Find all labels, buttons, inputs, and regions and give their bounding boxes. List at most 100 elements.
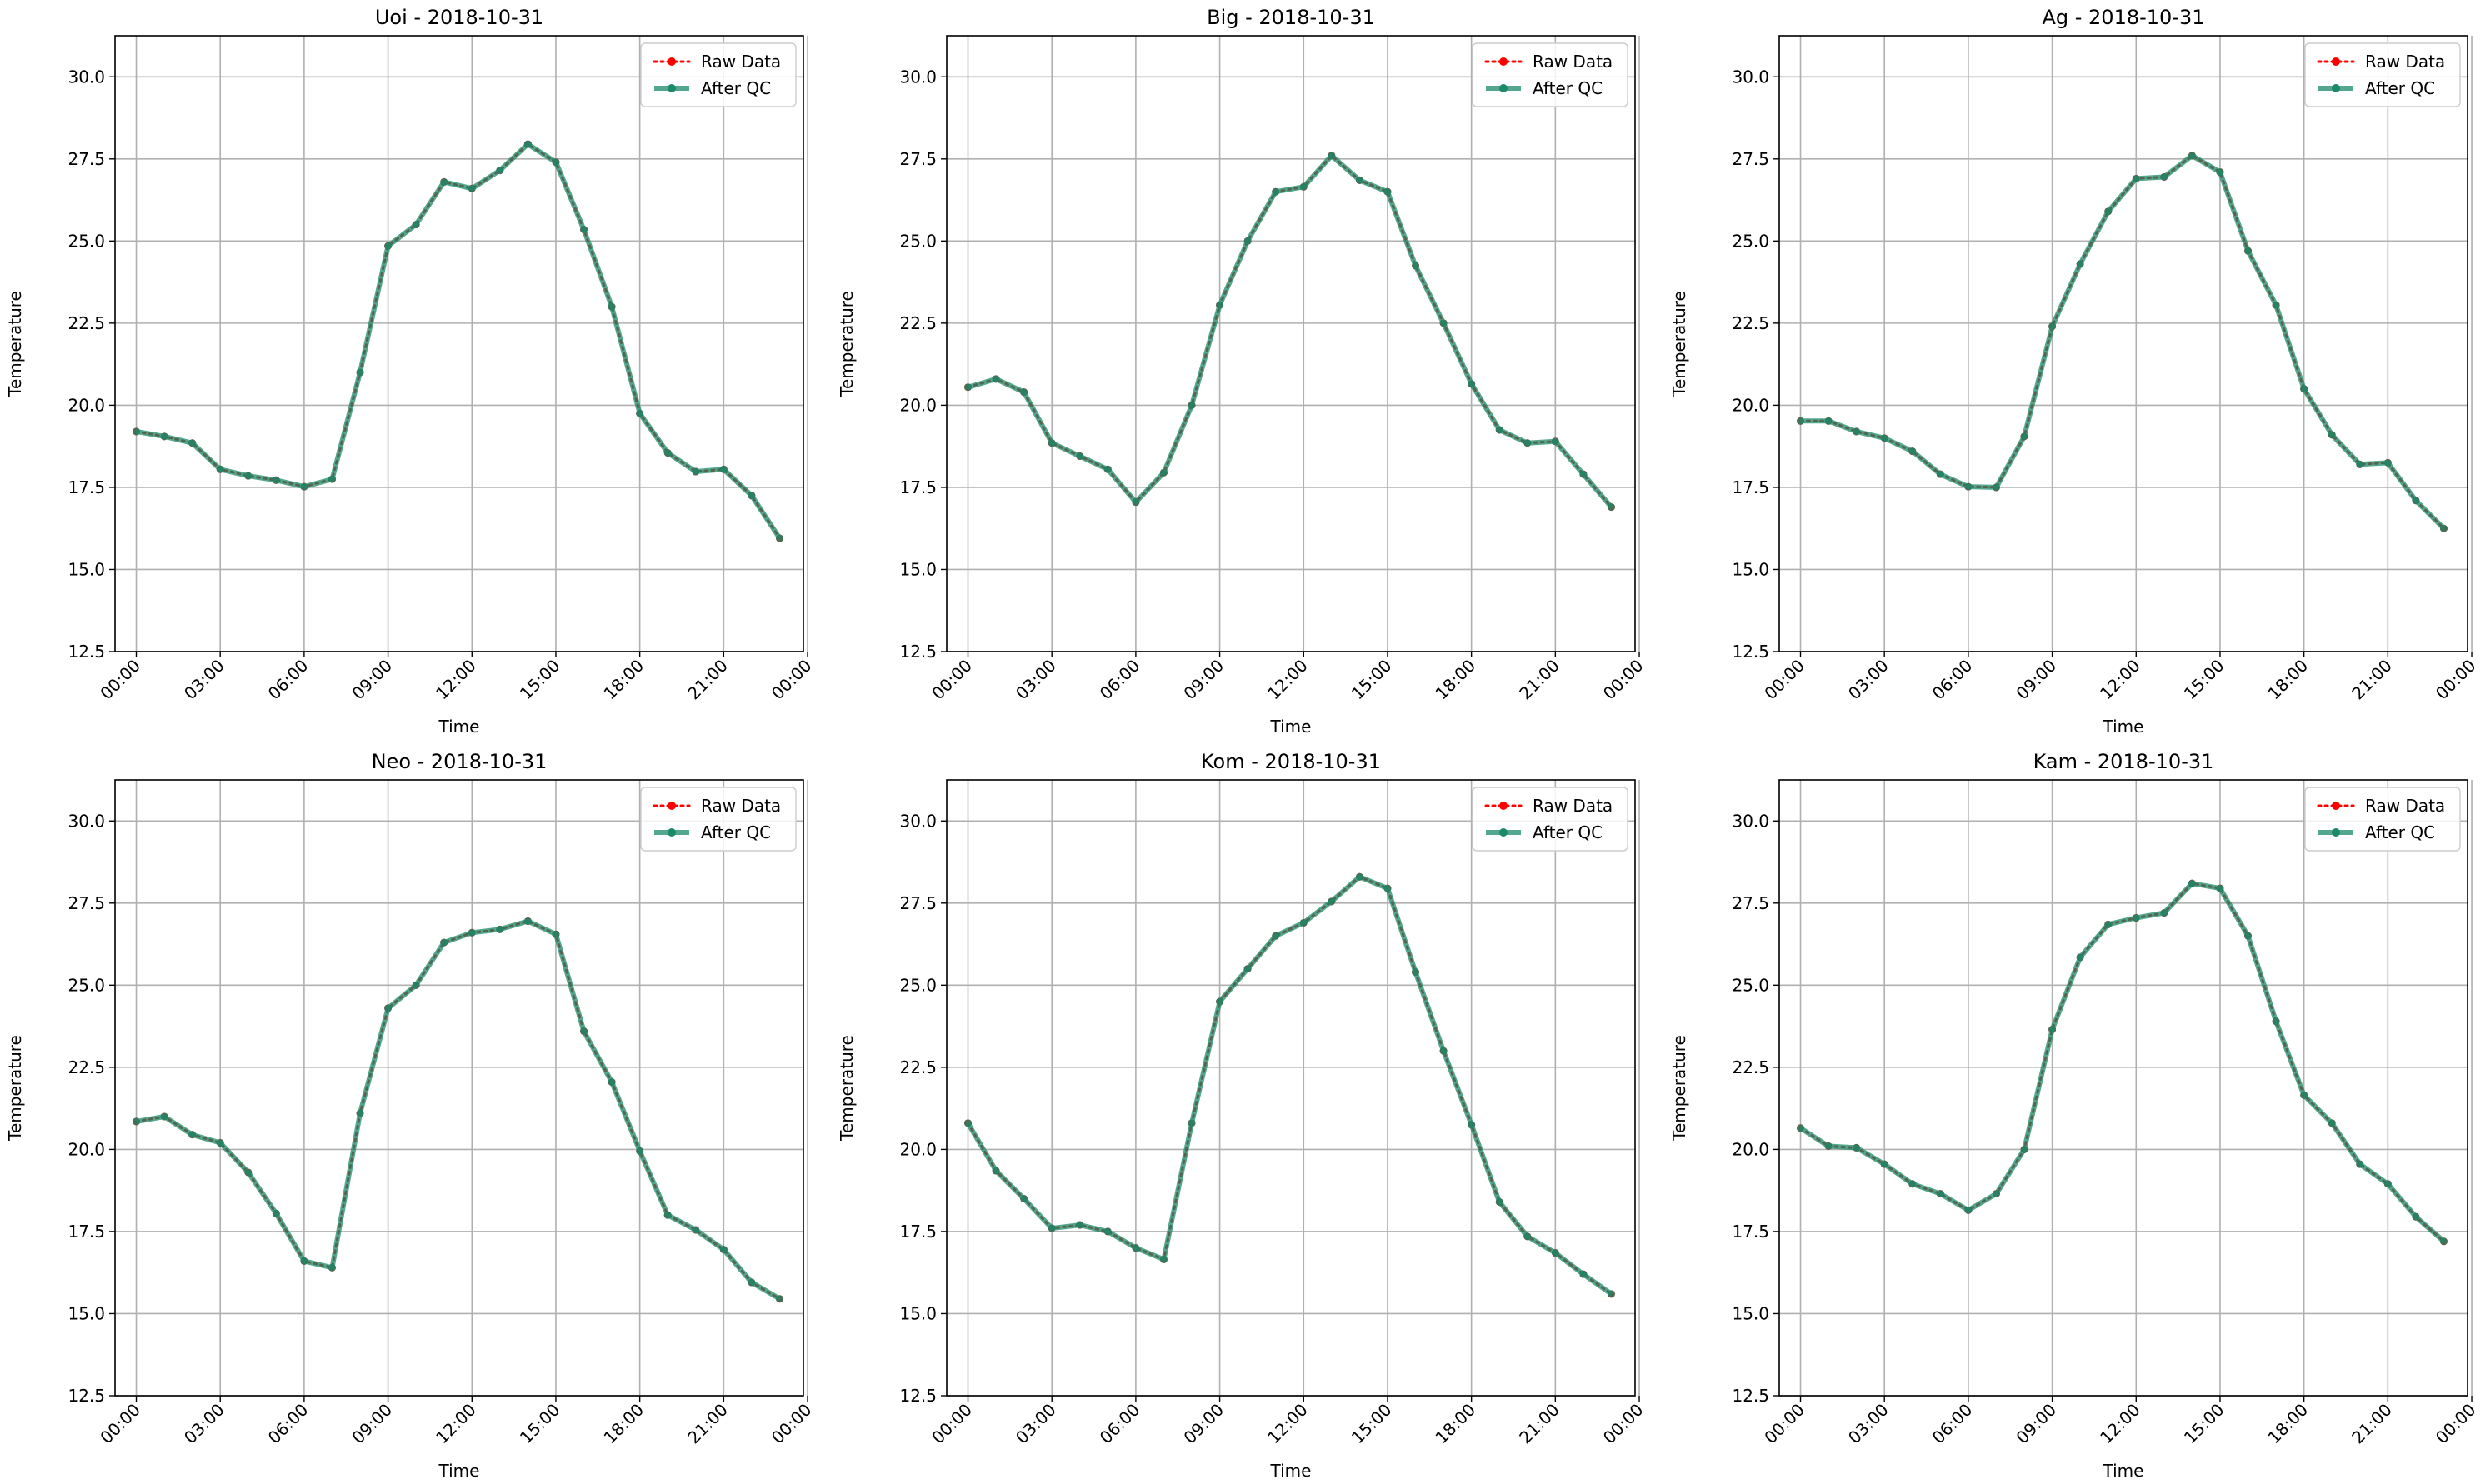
after-qc-point xyxy=(748,1278,756,1287)
after-qc-point xyxy=(2244,932,2253,940)
raw-data-line xyxy=(135,142,781,540)
y-tick-label: 12.5 xyxy=(899,642,937,662)
y-tick-label: 12.5 xyxy=(68,642,105,662)
x-tick-label: 06:00 xyxy=(1096,1400,1144,1448)
after-qc-point xyxy=(1797,417,1805,425)
legend-raw-label: Raw Data xyxy=(2365,52,2445,72)
x-tick-label: 03:00 xyxy=(1844,656,1893,704)
y-tick-label: 20.0 xyxy=(899,395,937,415)
after-qc-point xyxy=(1383,187,1392,196)
after-qc-point xyxy=(1579,470,1588,478)
after-qc-point xyxy=(1853,1143,1861,1152)
y-tick-label: 15.0 xyxy=(68,559,105,579)
y-tick-label: 25.0 xyxy=(899,975,937,995)
after-qc-point xyxy=(244,472,253,480)
x-tick-label: 06:00 xyxy=(264,656,313,704)
after-qc-point xyxy=(1299,918,1308,927)
after-qc-point xyxy=(1439,1047,1448,1055)
after-qc-point xyxy=(1964,1206,1973,1214)
x-tick-label: 18:00 xyxy=(2263,656,2312,704)
after-qc-point xyxy=(2439,524,2448,532)
after-qc-point xyxy=(1880,434,1888,442)
after-qc-point xyxy=(2216,168,2224,177)
x-axis-label: Time xyxy=(1270,717,1312,737)
after-qc-point xyxy=(1076,452,1084,460)
x-tick-label: 09:00 xyxy=(348,1400,396,1448)
y-tick-label: 27.5 xyxy=(68,893,105,913)
after-qc-point xyxy=(2132,914,2140,922)
after-qc-point xyxy=(2160,172,2168,181)
x-tick-label: 09:00 xyxy=(1179,656,1228,704)
legend-qc-marker xyxy=(1499,828,1508,837)
after-qc-point xyxy=(2020,432,2028,441)
y-tick-label: 15.0 xyxy=(899,1303,937,1323)
after-qc-point xyxy=(1159,468,1168,477)
after-qc-point xyxy=(1299,182,1308,191)
y-tick-label: 12.5 xyxy=(899,1386,937,1406)
after-qc-point xyxy=(412,981,420,989)
x-tick-label: 03:00 xyxy=(1844,1400,1893,1448)
y-tick-label: 22.5 xyxy=(899,1057,937,1077)
y-tick-label: 12.5 xyxy=(68,1386,105,1406)
legend: Raw Data After QC xyxy=(640,42,797,107)
y-tick-label: 15.0 xyxy=(1732,1303,1769,1323)
legend-raw-marker xyxy=(2332,802,2340,810)
after-qc-point xyxy=(1412,262,1420,270)
after-qc-point xyxy=(272,1209,280,1217)
after-qc-point xyxy=(1853,427,1861,436)
y-tick-label: 27.5 xyxy=(899,893,937,913)
x-tick-label: 06:00 xyxy=(1928,1400,1977,1448)
after-qc-point xyxy=(300,482,308,491)
after-qc-point xyxy=(272,476,280,484)
after-qc-point xyxy=(1020,1195,1028,1203)
after-qc-point xyxy=(1216,301,1224,309)
after-qc-point xyxy=(636,409,644,417)
after-qc-point xyxy=(1495,426,1503,434)
y-tick-label: 20.0 xyxy=(1732,1139,1769,1159)
after-qc-point xyxy=(1272,932,1280,940)
y-tick-label: 30.0 xyxy=(899,67,937,87)
y-tick-label: 22.5 xyxy=(1732,1057,1769,1077)
x-tick-label: 03:00 xyxy=(180,1400,228,1448)
after-qc-point xyxy=(133,1117,141,1126)
legend: Raw Data After QC xyxy=(1472,42,1628,107)
after-qc-point xyxy=(188,1131,197,1139)
after-qc-point xyxy=(775,534,783,542)
subplot-6: 12.5 15.0 17.5 20.0 22.5 25.0 27.5 30.0 00:00 03:… xyxy=(1669,750,2480,1481)
after-qc-point xyxy=(2104,207,2113,216)
after-qc-point xyxy=(1936,470,1944,478)
legend-raw-label: Raw Data xyxy=(2365,796,2445,816)
y-tick-label: 17.5 xyxy=(899,477,937,497)
y-tick-label: 30.0 xyxy=(68,811,105,831)
x-tick-label: 12:00 xyxy=(2096,656,2144,704)
axes-frame xyxy=(114,35,804,652)
raw-data-line xyxy=(135,919,781,1301)
after-qc-point xyxy=(1468,380,1476,388)
after-qc-point xyxy=(2412,497,2420,505)
after-qc-point xyxy=(608,1078,616,1087)
after-qc-point xyxy=(1216,997,1224,1006)
after-qc-point xyxy=(992,1167,1000,1175)
after-qc-line xyxy=(135,918,782,1302)
after-qc-point xyxy=(384,242,393,250)
legend-raw-marker xyxy=(1499,802,1508,810)
x-tick-label: 18:00 xyxy=(2263,1400,2312,1448)
legend-qc-marker xyxy=(2332,828,2340,837)
after-qc-point xyxy=(2356,1160,2364,1168)
raw-data-line xyxy=(1799,154,2445,530)
y-tick-label: 12.5 xyxy=(1732,1386,1769,1406)
x-tick-label: 09:00 xyxy=(1179,1400,1228,1448)
after-qc-point xyxy=(523,917,532,925)
after-qc-point xyxy=(2300,385,2308,393)
legend: Raw Data After QC xyxy=(640,787,797,852)
y-tick-label: 27.5 xyxy=(1732,893,1769,913)
after-qc-point xyxy=(2076,953,2084,962)
x-tick-label: 18:00 xyxy=(599,656,648,704)
subplot-1: 12.5 15.0 17.5 20.0 22.5 25.0 27.5 30.0 00:00 03:… xyxy=(5,6,816,737)
after-qc-point xyxy=(160,432,168,441)
legend-raw-marker xyxy=(1499,57,1508,66)
after-qc-point xyxy=(328,475,336,483)
after-qc-point xyxy=(2132,174,2140,182)
after-qc-point xyxy=(468,928,476,937)
after-qc-point xyxy=(1188,1119,1196,1127)
